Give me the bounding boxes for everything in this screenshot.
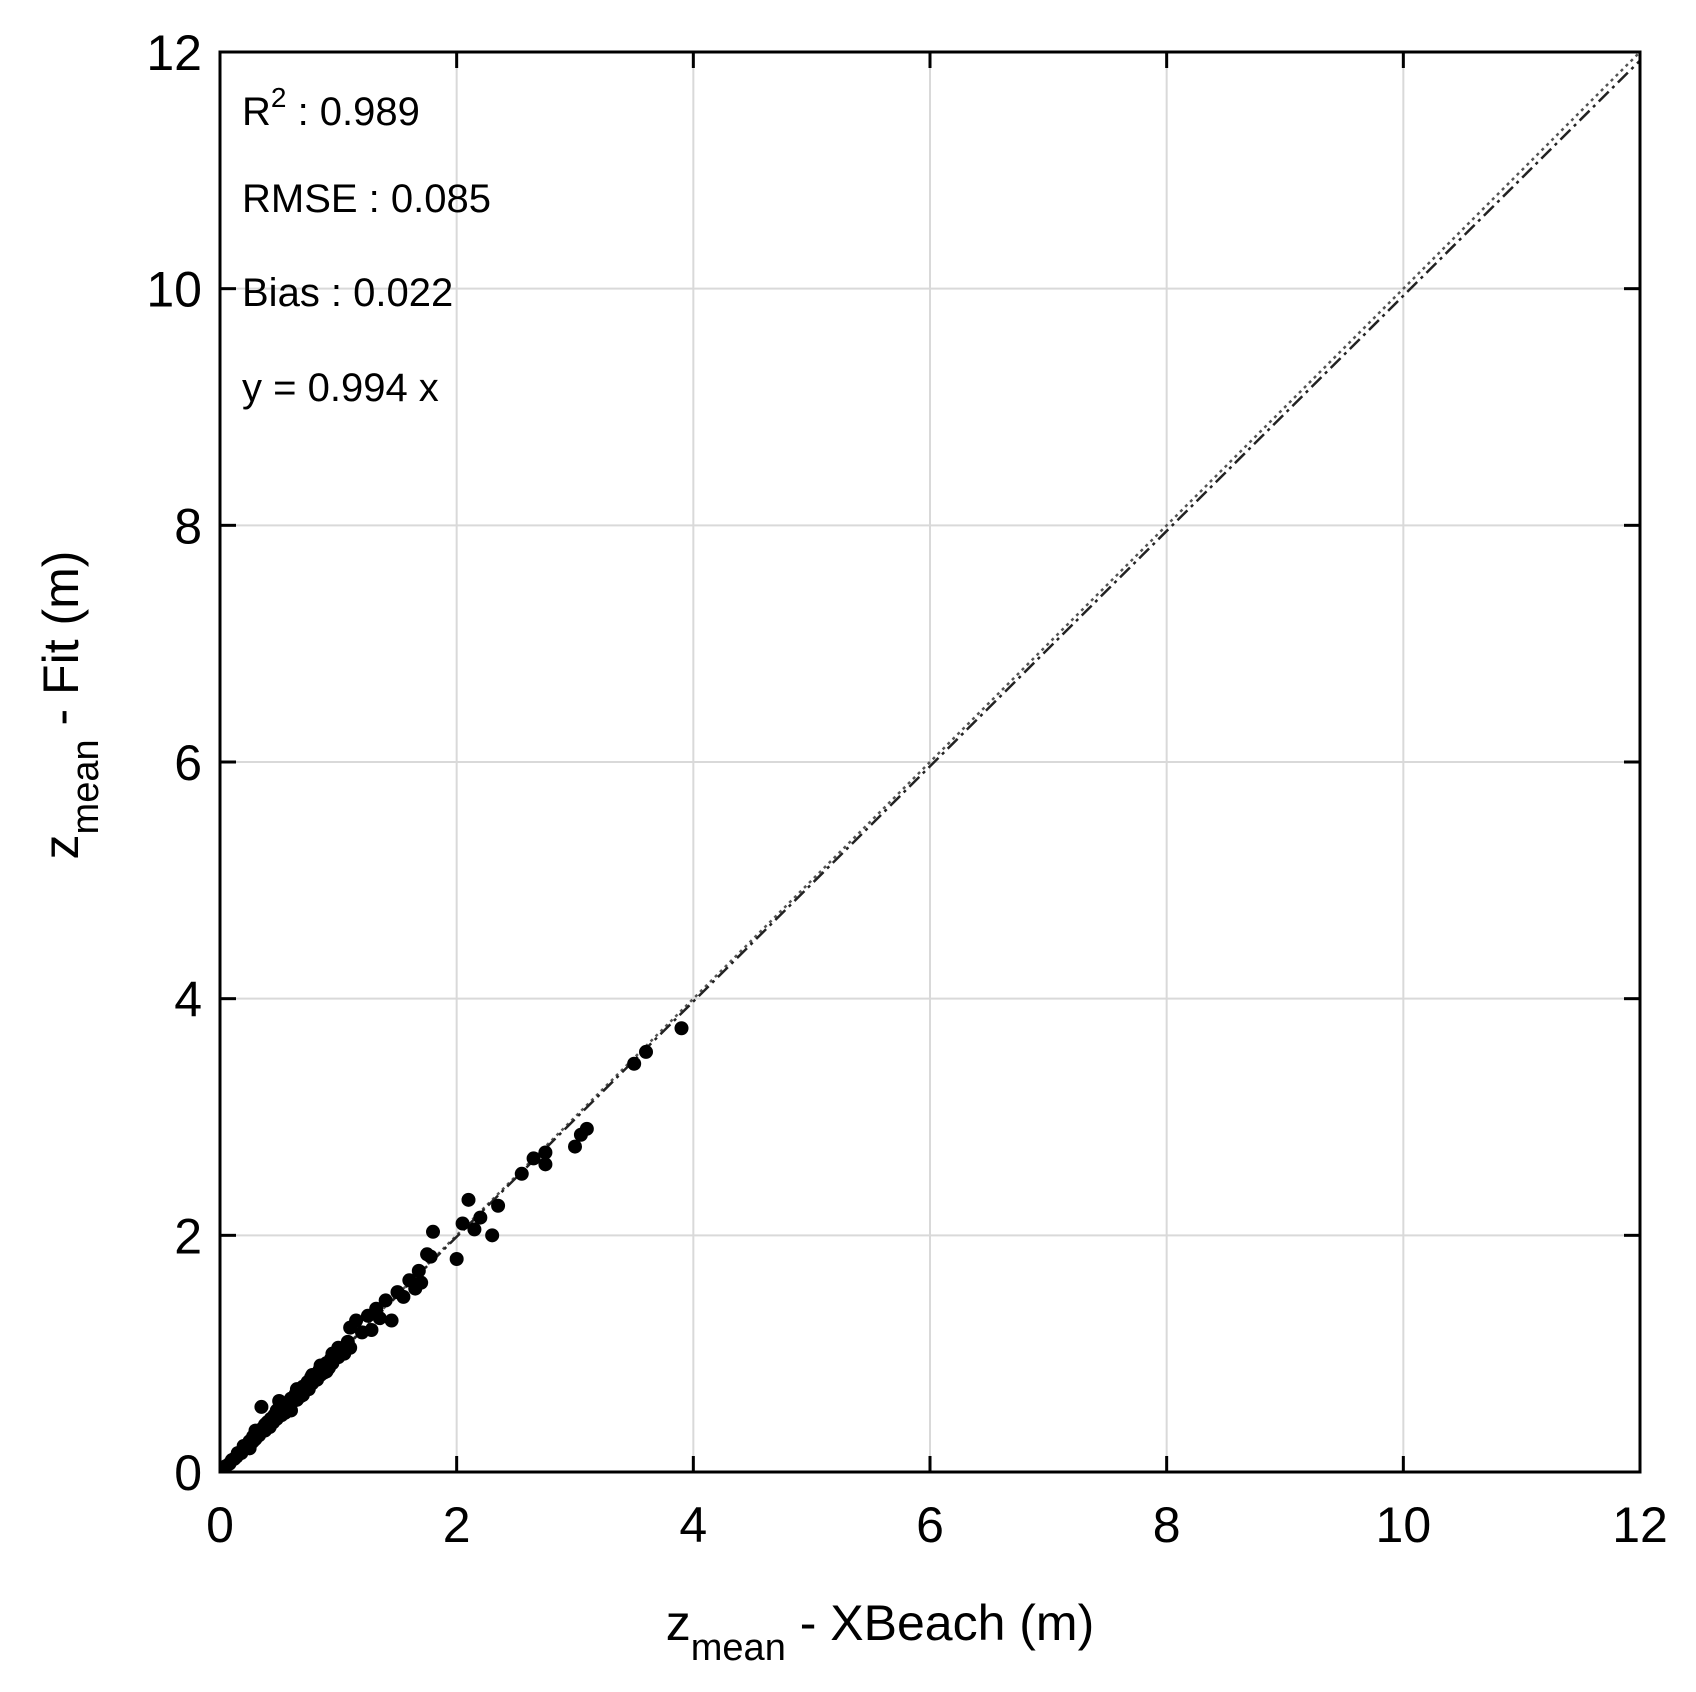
- data-point: [305, 1367, 320, 1382]
- y-tick-label: 6: [174, 735, 202, 791]
- x-tick-label: 12: [1612, 1497, 1668, 1553]
- data-point: [246, 1434, 261, 1449]
- y-axis-title: zmean - Fit (m): [33, 551, 107, 860]
- data-point: [467, 1222, 482, 1237]
- fit-equation-label: y = 0.994 x: [242, 366, 439, 410]
- data-point: [538, 1157, 553, 1172]
- data-point: [378, 1293, 393, 1308]
- data-point: [325, 1346, 340, 1361]
- data-point: [538, 1145, 553, 1160]
- r2-label: R2 : 0.989: [242, 82, 420, 134]
- data-point: [674, 1021, 689, 1036]
- data-point: [349, 1313, 364, 1328]
- data-point: [526, 1151, 541, 1166]
- x-axis-title: zmean - XBeach (m): [666, 1595, 1094, 1669]
- data-point: [317, 1365, 332, 1380]
- data-point: [423, 1249, 438, 1264]
- x-tick-label: 6: [916, 1497, 944, 1553]
- fit-line: [219, 59, 1641, 1473]
- y-tick-label: 12: [146, 25, 202, 81]
- data-point: [491, 1198, 506, 1213]
- y-tick-label: 4: [174, 972, 202, 1028]
- x-tick-label: 8: [1153, 1497, 1181, 1553]
- data-point: [461, 1192, 476, 1207]
- y-tick-label: 0: [174, 1445, 202, 1501]
- data-point: [627, 1056, 642, 1071]
- data-point: [269, 1403, 284, 1418]
- data-points: [218, 1021, 689, 1474]
- data-point: [293, 1389, 308, 1404]
- data-point: [254, 1399, 269, 1414]
- data-point: [426, 1224, 440, 1239]
- y-tick-label: 2: [174, 1208, 202, 1264]
- y-tick-label: 10: [146, 262, 202, 318]
- bias-label: Bias : 0.022: [242, 271, 453, 315]
- data-point: [343, 1340, 358, 1355]
- axis-ticks: [218, 50, 1642, 1474]
- data-point: [396, 1289, 411, 1304]
- y-tick-label: 8: [174, 498, 202, 554]
- data-point: [257, 1417, 272, 1432]
- data-point: [639, 1044, 653, 1059]
- data-point: [485, 1228, 500, 1243]
- data-point: [568, 1139, 582, 1154]
- reference-line: [219, 51, 1641, 1473]
- data-point: [372, 1311, 387, 1326]
- stats-box: R2 : 0.989 RMSE : 0.085 Bias : 0.022 y =…: [242, 82, 491, 410]
- data-point: [364, 1323, 379, 1337]
- x-tick-label: 10: [1376, 1497, 1432, 1553]
- x-tick-label: 2: [443, 1497, 471, 1553]
- data-point: [414, 1275, 429, 1290]
- fit-lines: [219, 51, 1641, 1473]
- data-point: [449, 1252, 464, 1266]
- x-tick-label: 0: [206, 1497, 234, 1553]
- data-point: [281, 1398, 296, 1413]
- data-point: [384, 1313, 399, 1328]
- x-tick-label: 4: [679, 1497, 707, 1553]
- data-point: [514, 1166, 529, 1181]
- rmse-label: RMSE : 0.085: [242, 177, 491, 221]
- y-tick-labels: 0 2 4 6 8 10 12: [146, 25, 202, 1501]
- data-point: [455, 1216, 470, 1231]
- data-point: [473, 1210, 488, 1225]
- x-tick-labels: 0 2 4 6 8 10 12: [206, 1497, 1668, 1553]
- data-point: [579, 1121, 594, 1136]
- data-point: [411, 1263, 426, 1278]
